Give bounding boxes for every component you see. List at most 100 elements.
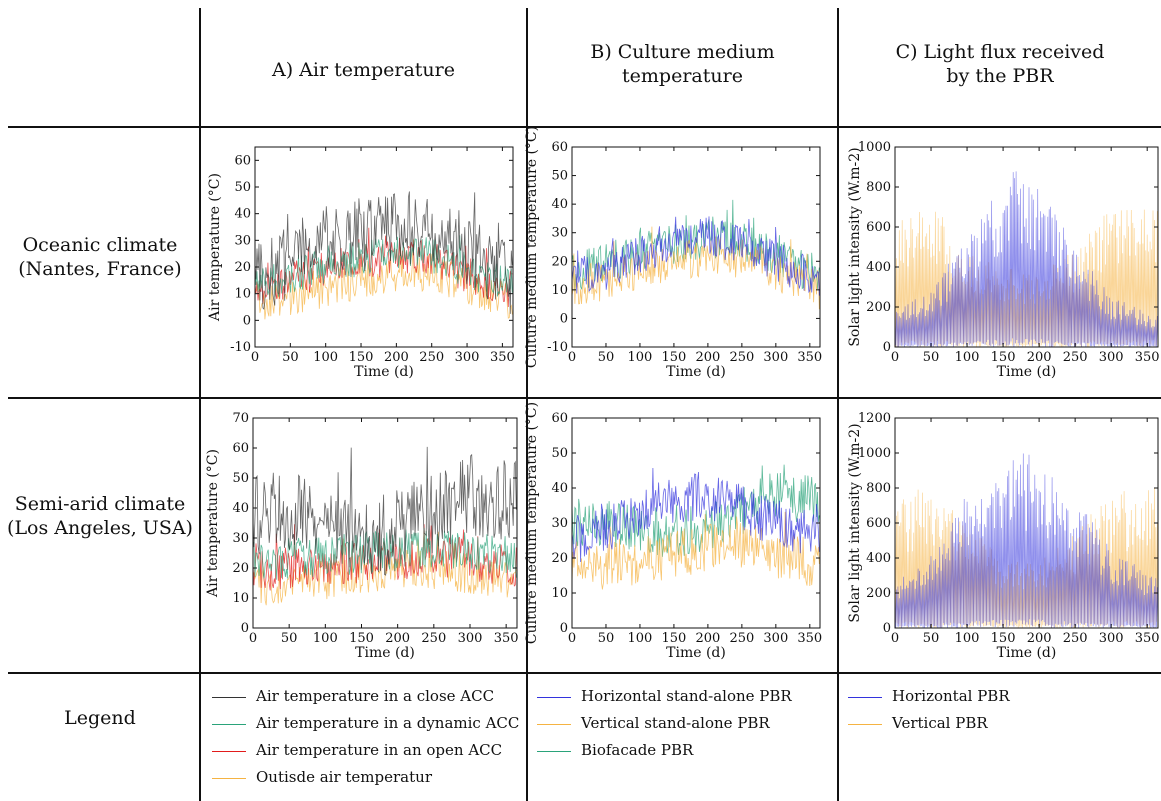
- legend-label: Outisde air temperatur: [256, 768, 432, 786]
- y-tick-label: -10: [547, 340, 568, 355]
- x-tick-label: 100: [955, 631, 980, 646]
- y-tick-label: 40: [551, 197, 568, 212]
- column-header-c: C) Light flux received by the PBR: [839, 40, 1161, 88]
- x-tick-label: 350: [1135, 631, 1160, 646]
- x-tick-label: 250: [729, 350, 754, 365]
- series-line-air-temperature-in-a-dynamic-acc: [252, 527, 517, 580]
- y-tick-label: 50: [551, 446, 568, 461]
- legend-column-b: Horizontal stand-alone PBR Vertical stan…: [537, 686, 792, 760]
- y-tick-label: 40: [551, 481, 568, 496]
- x-tick-label: 50: [282, 350, 299, 365]
- y-tick-label: 40: [232, 501, 249, 516]
- y-tick-label: 10: [234, 287, 251, 302]
- row-label-semiarid-line1: Semi-arid climate: [14, 493, 186, 515]
- legend-swatch: [212, 696, 246, 698]
- y-tick-label: 400: [866, 551, 891, 566]
- y-tick-label: 50: [232, 471, 249, 486]
- x-tick-label: 0: [568, 631, 576, 646]
- legend-item: Air temperature in an open ACC: [212, 740, 519, 760]
- y-tick-label: 1000: [858, 140, 891, 155]
- x-tick-label: 150: [991, 350, 1016, 365]
- x-tick-label: 200: [1027, 350, 1052, 365]
- x-tick-label: 50: [923, 631, 940, 646]
- x-axis-label: Time (d): [355, 645, 415, 661]
- legend-label: Vertical stand-alone PBR: [581, 714, 770, 732]
- y-tick-label: 40: [234, 207, 251, 222]
- y-tick-label: 0: [560, 311, 568, 326]
- x-tick-label: 250: [421, 631, 446, 646]
- legend-item: Air temperature in a dynamic ACC: [212, 713, 519, 733]
- y-axis-label: Solar light intensity (W.m-2): [847, 147, 863, 346]
- row-label-legend: Legend: [0, 706, 200, 730]
- x-tick-label: 200: [695, 350, 720, 365]
- plot-frame: [571, 417, 821, 629]
- x-tick-label: 250: [1063, 350, 1088, 365]
- x-tick-label: 100: [628, 350, 653, 365]
- legend-item: Biofacade PBR: [537, 740, 792, 760]
- column-header-b-line2: temperature: [622, 65, 743, 87]
- series-line-outisde-air-temperatur: [252, 531, 517, 606]
- x-tick-label: 300: [1099, 350, 1124, 365]
- x-tick-label: 100: [955, 350, 980, 365]
- x-tick-label: 350: [797, 350, 822, 365]
- series-line-biofacade-pbr: [571, 464, 820, 557]
- x-axis-label: Time (d): [997, 364, 1057, 380]
- column-header-b: B) Culture medium temperature: [528, 40, 837, 88]
- x-tick-label: 150: [349, 631, 374, 646]
- legend-label: Air temperature in a close ACC: [256, 687, 495, 705]
- legend-item: Air temperature in a close ACC: [212, 686, 519, 706]
- x-tick-label: 150: [991, 631, 1016, 646]
- series-line-horizontal-pbr: [894, 453, 1159, 629]
- y-axis-label: Solar light intensity (W.m-2): [847, 423, 863, 622]
- legend-label: Horizontal PBR: [892, 687, 1010, 705]
- y-tick-label: 60: [551, 411, 568, 426]
- x-tick-label: 100: [313, 350, 338, 365]
- x-tick-label: 250: [419, 350, 444, 365]
- legend-label: Air temperature in an open ACC: [256, 741, 503, 759]
- y-tick-label: 70: [232, 411, 249, 426]
- row-label-oceanic-line1: Oceanic climate: [22, 234, 178, 256]
- y-tick-label: 60: [232, 441, 249, 456]
- plot-frame: [894, 417, 1159, 629]
- series-line-biofacade-pbr: [571, 199, 820, 292]
- plot-frame: [252, 417, 518, 629]
- y-tick-label: 0: [560, 621, 568, 636]
- x-tick-label: 350: [797, 631, 822, 646]
- grid-line-h3: [8, 672, 1161, 674]
- x-tick-label: 0: [251, 350, 259, 365]
- x-tick-label: 300: [1099, 631, 1124, 646]
- legend-label: Horizontal stand-alone PBR: [581, 687, 792, 705]
- series-line-outisde-air-temperatur: [254, 239, 513, 320]
- y-tick-label: 600: [866, 516, 891, 531]
- legend-item: Outisde air temperatur: [212, 767, 519, 787]
- x-tick-label: 0: [568, 350, 576, 365]
- x-tick-label: 0: [891, 350, 899, 365]
- legend-swatch: [848, 723, 882, 725]
- y-tick-label: 800: [866, 180, 891, 195]
- y-tick-label: 0: [243, 313, 251, 328]
- column-header-b-line1: B) Culture medium: [590, 41, 775, 63]
- y-tick-label: 20: [551, 551, 568, 566]
- x-tick-label: 100: [628, 631, 653, 646]
- y-axis-label: Air temperature (°C): [205, 449, 221, 598]
- y-tick-label: 20: [551, 254, 568, 269]
- legend-swatch: [537, 723, 571, 725]
- x-tick-label: 300: [763, 631, 788, 646]
- x-tick-label: 250: [1063, 631, 1088, 646]
- plot-frame: [254, 146, 514, 348]
- series-line-air-temperature-in-an-open-acc: [252, 524, 517, 591]
- column-header-c-line1: C) Light flux received: [895, 41, 1105, 63]
- x-tick-label: 200: [695, 631, 720, 646]
- legend-swatch: [212, 723, 246, 725]
- column-header-a-text: A) Air temperature: [271, 59, 455, 81]
- x-tick-label: 300: [763, 350, 788, 365]
- x-tick-label: 200: [1027, 631, 1052, 646]
- row-label-semiarid: Semi-arid climate (Los Angeles, USA): [0, 492, 200, 540]
- x-tick-label: 150: [662, 350, 687, 365]
- y-tick-label: 60: [551, 140, 568, 155]
- series-line-air-temperature-in-a-close-acc: [254, 191, 513, 314]
